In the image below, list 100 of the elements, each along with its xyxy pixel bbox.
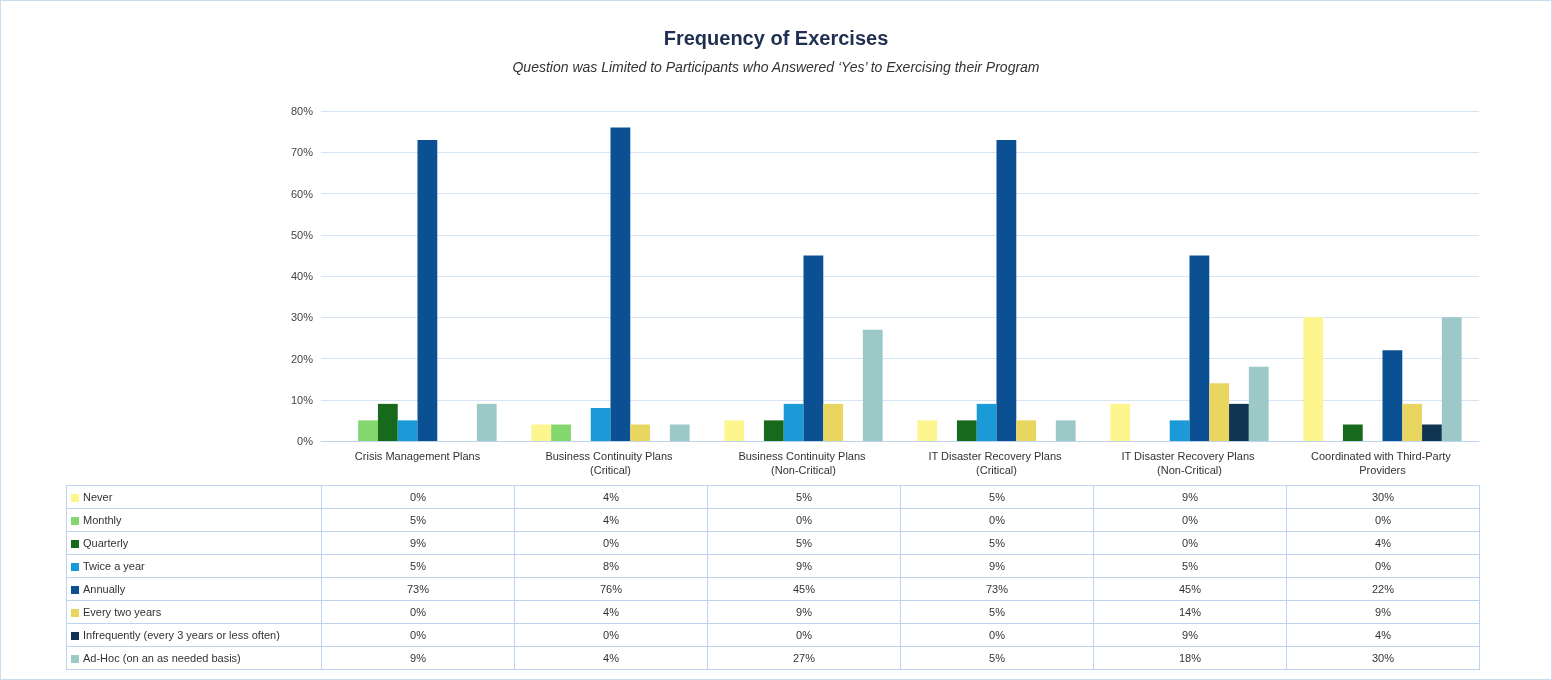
data-label: 5% (1093, 554, 1287, 578)
legend-label: Every two years (66, 600, 322, 624)
data-label: 30% (1286, 646, 1480, 670)
data-label: 0% (321, 600, 515, 624)
bar (823, 403, 844, 441)
data-label: 9% (321, 531, 515, 555)
chart-subtitle: Question was Limited to Participants who Answered ‘Yes’ to Exercising their Program (512, 59, 1040, 75)
bar (1342, 424, 1363, 441)
bar (1303, 317, 1324, 441)
x-tick-label: Crisis Management Plans (354, 450, 481, 462)
bar (630, 424, 651, 441)
bar (610, 127, 631, 441)
data-label: 0% (900, 623, 1094, 647)
bar (476, 403, 497, 441)
data-label: 73% (321, 577, 515, 601)
data-label: 0% (514, 623, 708, 647)
bar (783, 403, 804, 441)
data-label: 73% (900, 577, 1094, 601)
data-label: 22% (1286, 577, 1480, 601)
data-label: 0% (707, 508, 901, 532)
data-label: 9% (707, 600, 901, 624)
data-label: 45% (707, 577, 901, 601)
data-label: 45% (1093, 577, 1287, 601)
data-label: 5% (321, 554, 515, 578)
data-label: 5% (900, 485, 1094, 509)
legend-label: Twice a year (66, 554, 322, 578)
bar (1382, 350, 1403, 441)
bar (956, 420, 977, 441)
bar (1402, 403, 1423, 441)
data-label: 8% (514, 554, 708, 578)
data-label: 9% (321, 646, 515, 670)
data-label: 4% (514, 646, 708, 670)
bar (1189, 255, 1210, 441)
data-label: 4% (514, 508, 708, 532)
data-label: 0% (514, 531, 708, 555)
data-label: 0% (900, 508, 1094, 532)
data-label: 4% (514, 485, 708, 509)
x-tick-label: Coordinated with Third-Party Providers (1311, 450, 1454, 476)
bar (862, 329, 883, 441)
data-label: 5% (707, 531, 901, 555)
y-tick-label: 0% (297, 435, 314, 447)
bar (531, 424, 552, 441)
bar (1422, 424, 1442, 441)
bar (358, 420, 378, 441)
legend-label: Never (66, 485, 322, 509)
bar (763, 420, 784, 441)
x-tick-label: IT Disaster Recovery Plans (Critical) (928, 450, 1065, 476)
data-label: 5% (707, 485, 901, 509)
y-tick-label: 40% (290, 270, 314, 282)
legend-label: Quarterly (66, 531, 322, 555)
y-tick-label: 60% (290, 187, 314, 200)
legend-label: Monthly (66, 508, 322, 532)
data-label: 4% (514, 600, 708, 624)
data-label: 18% (1093, 646, 1287, 670)
chart-title: Frequency of Exercises (663, 27, 889, 49)
bar (590, 408, 611, 441)
data-label: 30% (1286, 485, 1480, 509)
data-label: 14% (1093, 600, 1287, 624)
y-tick-label: 80% (290, 105, 314, 117)
bar (1229, 403, 1249, 441)
y-tick-label: 10% (290, 393, 314, 406)
x-tick-label: Business Continuity Plans (Critical) (545, 450, 676, 476)
data-label: 9% (1093, 623, 1287, 647)
legend-label: Infrequently (every 3 years or less often) (66, 623, 322, 647)
data-label: 9% (707, 554, 901, 578)
data-label: 9% (1093, 485, 1287, 509)
bar (724, 420, 745, 441)
bar (1055, 420, 1076, 441)
data-label: 0% (707, 623, 901, 647)
y-tick-label: 20% (290, 352, 314, 365)
bar (1016, 420, 1037, 441)
data-label: 4% (1286, 531, 1480, 555)
bar (397, 420, 418, 441)
data-label: 0% (321, 485, 515, 509)
data-label: 4% (1286, 623, 1480, 647)
legend-label: Ad-Hoc (on an as needed basis) (66, 646, 322, 670)
data-label: 27% (707, 646, 901, 670)
data-label: 76% (514, 577, 708, 601)
bar (1110, 403, 1131, 441)
legend-label: Annually (66, 577, 322, 601)
bar (551, 424, 571, 441)
bar (803, 255, 824, 441)
data-label: 0% (1286, 508, 1480, 532)
data-label: 0% (1286, 554, 1480, 578)
x-tick-label: IT Disaster Recovery Plans (Non-Critical) (1121, 450, 1258, 476)
data-label: 0% (321, 623, 515, 647)
x-tick-label: Business Continuity Plans (Non-Critical) (738, 450, 869, 476)
y-tick-label: 70% (290, 146, 314, 159)
data-label: 0% (1093, 508, 1287, 532)
bar (1248, 366, 1269, 441)
bar (996, 139, 1017, 441)
bar (669, 424, 690, 441)
bar (1169, 420, 1190, 441)
bar (417, 139, 438, 441)
data-label: 5% (900, 531, 1094, 555)
y-tick-label: 30% (290, 311, 314, 324)
y-tick-label: 50% (290, 228, 314, 241)
data-label: 5% (900, 646, 1094, 670)
data-label: 9% (1286, 600, 1480, 624)
data-label: 5% (321, 508, 515, 532)
